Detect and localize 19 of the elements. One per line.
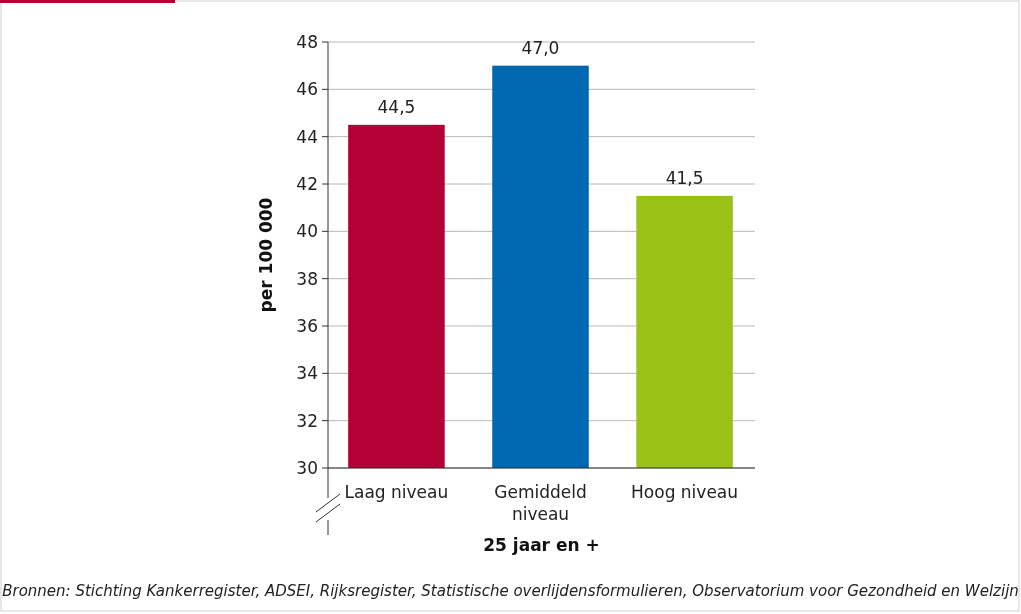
y-tick-label: 42 (296, 173, 318, 194)
x-axis-title: 25 jaar en + (483, 535, 600, 555)
y-tick-label: 36 (296, 315, 318, 336)
data-label: 44,5 (377, 96, 416, 117)
y-tick-label: 38 (296, 268, 318, 289)
x-tick-label: Hoog niveau (631, 482, 739, 502)
y-axis-title: per 100 000 (256, 197, 276, 313)
y-tick-label: 48 (296, 31, 318, 52)
y-tick-label: 34 (296, 363, 318, 384)
data-label: 41,5 (665, 167, 704, 188)
y-tick-label: 30 (296, 457, 318, 478)
y-tick-label: 40 (296, 221, 318, 242)
x-tick-label: Gemiddeld niveau (494, 482, 587, 524)
text: Bronnen: Stichting Kankerregister, ADSEI, Rijksregister, Statistische overlijdensformulieren, Observatorium voor Gezondheid en Welzijn (2, 582, 1019, 600)
data-label: 47,0 (521, 37, 560, 58)
y-tick-label: 32 (296, 410, 318, 431)
y-tick-label: 44 (296, 126, 318, 147)
y-tick-label: 46 (296, 79, 318, 100)
x-tick-label: Laag niveau (344, 482, 449, 502)
